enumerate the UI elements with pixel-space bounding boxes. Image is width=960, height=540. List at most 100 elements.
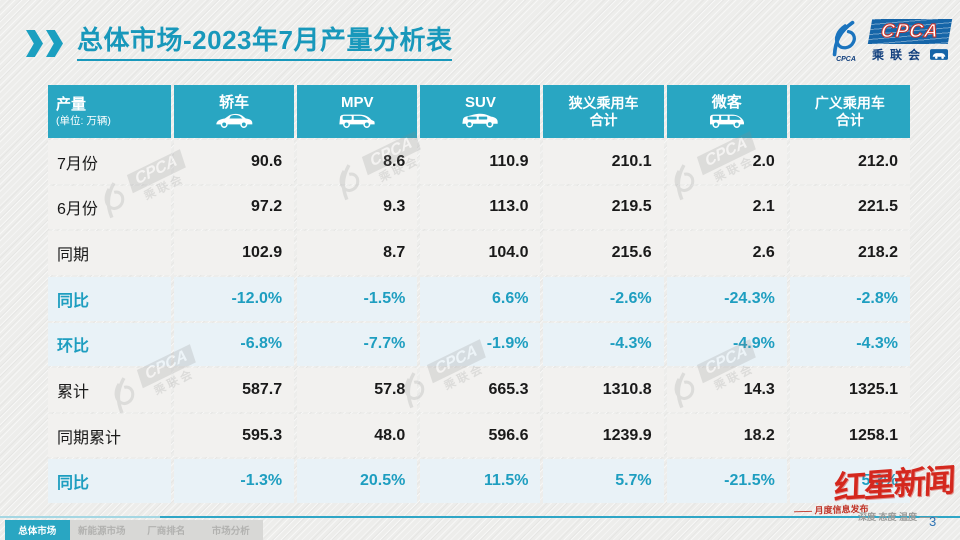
cell-r4-c3: 6.6%: [420, 276, 541, 321]
cell-r3-c4: 215.6: [543, 231, 664, 275]
cell-r4-c6: -2.8%: [789, 276, 910, 321]
car-icon: [930, 49, 948, 60]
cell-r4-c2: -1.5%: [297, 276, 418, 321]
cell-r7-c3: 596.6: [420, 413, 541, 458]
table-corner-header: 产量 (单位: 万辆): [48, 85, 171, 138]
nav-item-2[interactable]: 新能源市场: [77, 526, 126, 537]
cell-r7-c1: 595.3: [174, 413, 295, 458]
page-title: 总体市场-2023年7月产量分析表: [77, 25, 453, 61]
page-number: 3: [929, 514, 937, 529]
cell-r1-c5: 2.0: [666, 140, 787, 184]
bottom-divider: [0, 516, 960, 518]
column-header-label: MPV: [340, 93, 374, 111]
row-label-4: 同比: [48, 276, 171, 321]
cell-r6-c2: 57.8: [297, 368, 418, 412]
corner-title: 产量: [56, 95, 87, 113]
nav-item-3[interactable]: 厂商排名: [147, 526, 186, 537]
cell-r5-c3: -1.9%: [420, 322, 541, 367]
section-nav: 总体市场 新能源市场 厂商排名 市场分析: [5, 520, 263, 540]
cell-r5-c6: -4.3%: [789, 322, 910, 367]
column-header-4: 狭义乘用车 合计: [543, 85, 664, 138]
cell-r6-c4: 1310.8: [543, 368, 664, 412]
cell-r2-c3: 113.0: [420, 185, 541, 230]
cell-r1-c4: 210.1: [543, 140, 664, 184]
row-label-1: 7月份: [48, 140, 171, 184]
cell-r8-c6: 5.3%: [789, 459, 910, 503]
row-label-5: 环比: [48, 322, 171, 367]
cell-r8-c5: -21.5%: [666, 459, 787, 503]
column-header-label: SUV: [464, 93, 496, 111]
row-label-2: 6月份: [48, 185, 171, 230]
cell-r3-c6: 218.2: [789, 231, 910, 275]
cell-r7-c2: 48.0: [297, 413, 418, 458]
cell-r4-c1: -12.0%: [174, 276, 295, 321]
cell-r7-c5: 18.2: [666, 413, 787, 458]
cell-r5-c1: -6.8%: [174, 322, 295, 367]
nav-item-4[interactable]: 市场分析: [211, 526, 250, 537]
red-star-news-watermark: 红星新闻: [833, 461, 955, 507]
page-title-detail: -2023年7月产量分析表: [183, 25, 453, 55]
cell-r2-c5: 2.1: [666, 185, 787, 230]
cell-r1-c2: 8.6: [297, 140, 418, 184]
cell-r5-c2: -7.7%: [297, 322, 418, 367]
cell-r5-c5: -4.9%: [666, 322, 787, 367]
row-label-8: 同比: [48, 459, 171, 503]
cell-r8-c3: 11.5%: [420, 459, 541, 503]
cell-r8-c4: 5.7%: [543, 459, 664, 503]
row-label-7: 同期累计: [48, 413, 171, 458]
cpca-caption: CPCA: [836, 55, 856, 63]
column-header-6: 广义乘用车 合计: [789, 85, 910, 138]
row-label-3: 同期: [48, 231, 171, 275]
cell-r4-c5: -24.3%: [666, 276, 787, 321]
microvan-icon: [701, 112, 753, 129]
nav-item-1[interactable]: 总体市场: [5, 520, 70, 540]
column-header-5: 微客: [666, 85, 787, 138]
chevron-right-icon: [46, 29, 63, 57]
cell-r2-c2: 9.3: [297, 185, 418, 230]
cell-r3-c5: 2.6: [666, 231, 787, 275]
cell-r2-c4: 219.5: [543, 185, 664, 230]
column-header-label: 狭义乘用车: [568, 95, 639, 112]
cell-r8-c2: 20.5%: [297, 459, 418, 503]
cpca-swoosh-icon: CPCA: [826, 20, 866, 63]
cell-r2-c6: 221.5: [789, 185, 910, 230]
production-table: 产量 (单位: 万辆) 轿车 MPV SUV 狭义乘用车 合计 微客 广义乘用车 合计 7月份 9…: [48, 85, 910, 503]
corner-unit: (单位: 万辆): [56, 115, 111, 128]
column-header-3: SUV: [420, 85, 541, 138]
column-header-label: 微客: [711, 93, 742, 111]
cpca-logo: CPCA CPCA 乘联会: [826, 15, 956, 67]
column-header-label: 合计: [589, 111, 618, 128]
cell-r3-c1: 102.9: [174, 231, 295, 275]
sedan-icon: [208, 112, 260, 129]
cell-r8-c1: -1.3%: [174, 459, 295, 503]
page-title-section: 总体市场: [77, 25, 184, 55]
cell-r6-c1: 587.7: [174, 368, 295, 412]
cell-r7-c6: 1258.1: [789, 413, 910, 458]
cell-r5-c4: -4.3%: [543, 322, 664, 367]
cell-r1-c6: 212.0: [789, 140, 910, 184]
mpv-icon: [331, 112, 383, 129]
cell-r6-c3: 665.3: [420, 368, 541, 412]
column-header-1: 轿车: [174, 85, 295, 138]
cell-r3-c3: 104.0: [420, 231, 541, 275]
column-header-2: MPV: [297, 85, 418, 138]
row-label-6: 累计: [48, 368, 171, 412]
cpca-org-name: 乘联会: [871, 48, 926, 62]
cpca-wordmark: CPCA: [867, 19, 953, 44]
column-header-label: 合计: [835, 111, 864, 128]
cell-r6-c5: 14.3: [666, 368, 787, 412]
chevron-right-icon: [26, 29, 43, 57]
cell-r6-c6: 1325.1: [789, 368, 910, 412]
column-header-label: 广义乘用车: [814, 95, 885, 112]
news-slogan: 深度 态度 温度 ——: [858, 512, 938, 522]
suv-icon: [454, 112, 506, 129]
cell-r7-c4: 1239.9: [543, 413, 664, 458]
cell-r3-c2: 8.7: [297, 231, 418, 275]
cell-r1-c1: 90.6: [174, 140, 295, 184]
cell-r1-c3: 110.9: [420, 140, 541, 184]
title-bar: 总体市场-2023年7月产量分析表: [26, 25, 453, 61]
cell-r4-c4: -2.6%: [543, 276, 664, 321]
column-header-label: 轿车: [219, 93, 250, 111]
cell-r2-c1: 97.2: [174, 185, 295, 230]
